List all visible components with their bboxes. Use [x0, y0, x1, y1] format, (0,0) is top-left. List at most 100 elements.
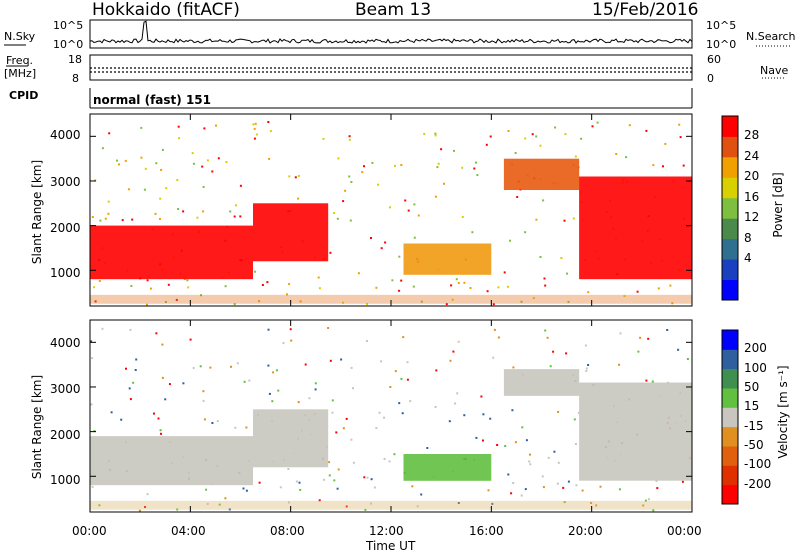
power-scatter-point: [524, 137, 527, 140]
power-scatter-point: [201, 165, 204, 168]
velocity-scatter-point: [401, 412, 404, 415]
power-scatter-point: [507, 130, 510, 132]
velocity-scatter-point: [456, 392, 459, 395]
velocity-scatter-point: [645, 379, 648, 382]
velocity-scatter-point: [562, 486, 565, 489]
power-scatter-point: [567, 300, 570, 303]
velocity-scatter-point: [378, 411, 381, 414]
velocity-scatter-point: [544, 329, 547, 332]
power-scatter-point: [336, 217, 339, 220]
power-scatter-point: [437, 162, 440, 165]
velocity-scatter-point: [581, 489, 584, 492]
velocity-scatter-point: [520, 494, 523, 497]
velocity-scatter-point: [383, 416, 386, 419]
velocity-scatter-point: [182, 382, 185, 385]
power-scatter-point: [178, 137, 181, 140]
power-scatter-point: [461, 215, 464, 218]
power-scatter-point: [636, 290, 639, 293]
power-scatter-point: [164, 301, 167, 303]
velocity-scatter-point: [652, 509, 655, 512]
power-region-1: [253, 203, 329, 262]
power-scatter-point: [475, 161, 477, 164]
velocity-scatter-point: [234, 426, 237, 429]
velocity-scatter-point: [573, 418, 576, 421]
velocity-scatter-point: [329, 359, 332, 362]
velocity-scatter-point: [389, 386, 392, 388]
velocity-scatter-point: [482, 439, 484, 442]
velocity-ytick-3000: 3000: [50, 382, 81, 396]
velocity-scatter-point: [656, 487, 659, 490]
power-cbar-tick: 28: [744, 128, 760, 143]
velocity-scatter-point: [521, 426, 524, 429]
velocity-scatter-point: [146, 493, 149, 496]
velocity-scatter-point: [651, 380, 654, 383]
power-scatter-point: [348, 138, 351, 141]
velocity-scatter-point: [159, 429, 162, 432]
power-scatter-point: [107, 212, 110, 215]
power-scatter-point: [177, 208, 180, 210]
power-scatter-point: [297, 174, 300, 177]
velocity-scatter-point: [91, 485, 94, 488]
power-scatter-point: [225, 161, 228, 163]
power-scatter-point: [177, 125, 180, 128]
power-scatter-point: [127, 188, 130, 191]
velocity-scatter-point: [267, 328, 270, 331]
cpid-label: CPID: [9, 89, 39, 102]
power-scatter-point: [140, 156, 143, 159]
power-scatter-point: [574, 155, 577, 158]
power-scatter-point: [535, 218, 538, 221]
power-scatter-point: [269, 130, 272, 133]
velocity-scatter-point: [277, 389, 280, 392]
velocity-scatter-point: [90, 403, 93, 406]
velocity-scatter-point: [298, 481, 301, 484]
xtick-2: 08:00: [270, 524, 305, 538]
velocity-scatter-point: [557, 461, 560, 464]
power-cbar-segment: [722, 238, 738, 260]
velocity-scatter-point: [514, 441, 517, 444]
velocity-scatter-point: [547, 456, 550, 459]
power-scatter-point: [234, 204, 237, 207]
velocity-scatter-point: [272, 371, 275, 374]
velocity-scatter-point: [297, 401, 300, 404]
power-scatter-point: [233, 215, 236, 218]
power-scatter-point: [535, 135, 538, 138]
power-scatter-point: [349, 219, 352, 222]
velocity-scatter-point: [599, 485, 602, 488]
velocity-scatter-point: [289, 328, 292, 331]
velocity-cbar-segment: [722, 446, 738, 466]
velocity-scatter-point: [510, 492, 513, 495]
velocity-scatter-point: [161, 376, 164, 379]
velocity-scatter-point: [161, 343, 164, 346]
power-scatter-point: [404, 199, 407, 202]
power-scatter-point: [342, 200, 345, 203]
power-region-3: [503, 158, 580, 190]
power-scatter-point: [131, 218, 134, 221]
velocity-scatter-point: [512, 482, 515, 484]
velocity-scatter-point: [492, 356, 495, 359]
velocity-scatter-point: [454, 402, 457, 405]
power-scatter-point: [160, 169, 163, 171]
power-scatter-point: [366, 303, 368, 306]
velocity-scatter-point: [406, 378, 409, 381]
power-scatter-point: [140, 126, 143, 129]
power-scatter-point: [645, 129, 648, 132]
power-scatter-point: [516, 196, 519, 198]
power-scatter-point: [543, 277, 546, 280]
power-scatter-point: [267, 121, 270, 123]
velocity-scatter-point: [366, 476, 369, 479]
power-scatter-point: [286, 293, 288, 296]
power-scatter-point: [436, 166, 439, 169]
velocity-scatter-point: [134, 369, 137, 371]
power-scatter-point: [560, 257, 563, 259]
velocity-scatter-point: [242, 487, 245, 490]
velocity-scatter-point: [340, 358, 343, 361]
velocity-cbar-segment: [722, 484, 738, 505]
power-scatter-point: [297, 197, 300, 200]
power-scatter-point: [407, 209, 410, 212]
power-scatter-point: [154, 212, 157, 215]
velocity-cbar-tick: 15: [744, 399, 760, 414]
velocity-scatter-point: [618, 488, 621, 491]
power-scatter-point: [322, 137, 325, 140]
velocity-cbar-frame: [721, 329, 739, 505]
power-scatter-point: [192, 162, 195, 165]
